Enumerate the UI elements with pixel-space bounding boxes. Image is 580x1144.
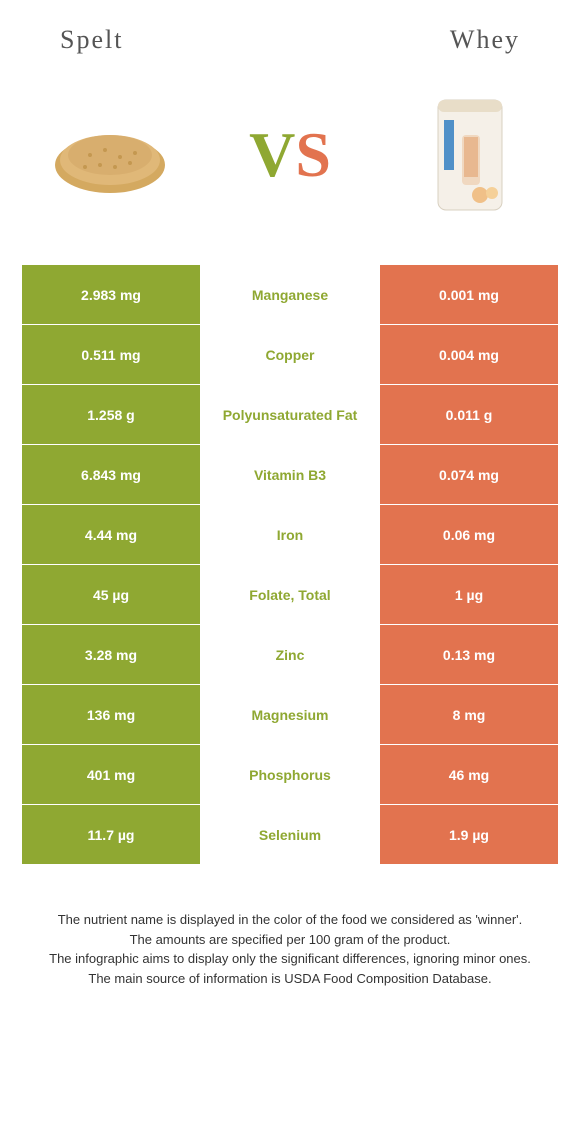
whey-icon (420, 85, 520, 225)
comparison-table: 2.983 mgManganese0.001 mg0.511 mgCopper0… (22, 265, 558, 865)
spelt-image (40, 90, 180, 220)
vs-v: V (249, 119, 295, 190)
footnote-line: The amounts are specified per 100 gram o… (30, 930, 550, 950)
right-value: 46 mg (380, 745, 558, 804)
nutrient-label: Copper (200, 325, 380, 384)
whey-image (400, 90, 540, 220)
footnote-line: The main source of information is USDA F… (30, 969, 550, 989)
right-value: 1 µg (380, 565, 558, 624)
table-row: 0.511 mgCopper0.004 mg (22, 325, 558, 385)
nutrient-label: Manganese (200, 265, 380, 324)
table-row: 45 µgFolate, total1 µg (22, 565, 558, 625)
left-value: 3.28 mg (22, 625, 200, 684)
right-food-title: Whey (450, 25, 520, 55)
table-row: 11.7 µgSelenium1.9 µg (22, 805, 558, 865)
nutrient-label: Zinc (200, 625, 380, 684)
right-value: 0.011 g (380, 385, 558, 444)
left-value: 136 mg (22, 685, 200, 744)
nutrient-label: Polyunsaturated fat (200, 385, 380, 444)
nutrient-label: Phosphorus (200, 745, 380, 804)
footnote-line: The nutrient name is displayed in the co… (30, 910, 550, 930)
table-row: 136 mgMagnesium8 mg (22, 685, 558, 745)
right-value: 0.06 mg (380, 505, 558, 564)
left-value: 2.983 mg (22, 265, 200, 324)
vs-label: VS (249, 118, 331, 192)
nutrient-label: Magnesium (200, 685, 380, 744)
left-value: 6.843 mg (22, 445, 200, 504)
left-value: 11.7 µg (22, 805, 200, 864)
left-value: 45 µg (22, 565, 200, 624)
table-row: 3.28 mgZinc0.13 mg (22, 625, 558, 685)
table-row: 401 mgPhosphorus46 mg (22, 745, 558, 805)
right-value: 8 mg (380, 685, 558, 744)
left-value: 0.511 mg (22, 325, 200, 384)
table-row: 1.258 gPolyunsaturated fat0.011 g (22, 385, 558, 445)
right-value: 0.13 mg (380, 625, 558, 684)
right-value: 0.001 mg (380, 265, 558, 324)
table-row: 6.843 mgVitamin B30.074 mg (22, 445, 558, 505)
footnote-line: The infographic aims to display only the… (30, 949, 550, 969)
spelt-icon (45, 105, 175, 205)
header: Spelt Whey (0, 0, 580, 65)
right-value: 1.9 µg (380, 805, 558, 864)
vs-s: S (295, 119, 331, 190)
left-food-title: Spelt (60, 25, 123, 55)
right-value: 0.004 mg (380, 325, 558, 384)
nutrient-label: Iron (200, 505, 380, 564)
nutrient-label: Selenium (200, 805, 380, 864)
nutrient-label: Folate, total (200, 565, 380, 624)
left-value: 1.258 g (22, 385, 200, 444)
images-row: VS (0, 65, 580, 255)
left-value: 4.44 mg (22, 505, 200, 564)
footnote: The nutrient name is displayed in the co… (30, 910, 550, 988)
table-row: 2.983 mgManganese0.001 mg (22, 265, 558, 325)
right-value: 0.074 mg (380, 445, 558, 504)
left-value: 401 mg (22, 745, 200, 804)
nutrient-label: Vitamin B3 (200, 445, 380, 504)
table-row: 4.44 mgIron0.06 mg (22, 505, 558, 565)
